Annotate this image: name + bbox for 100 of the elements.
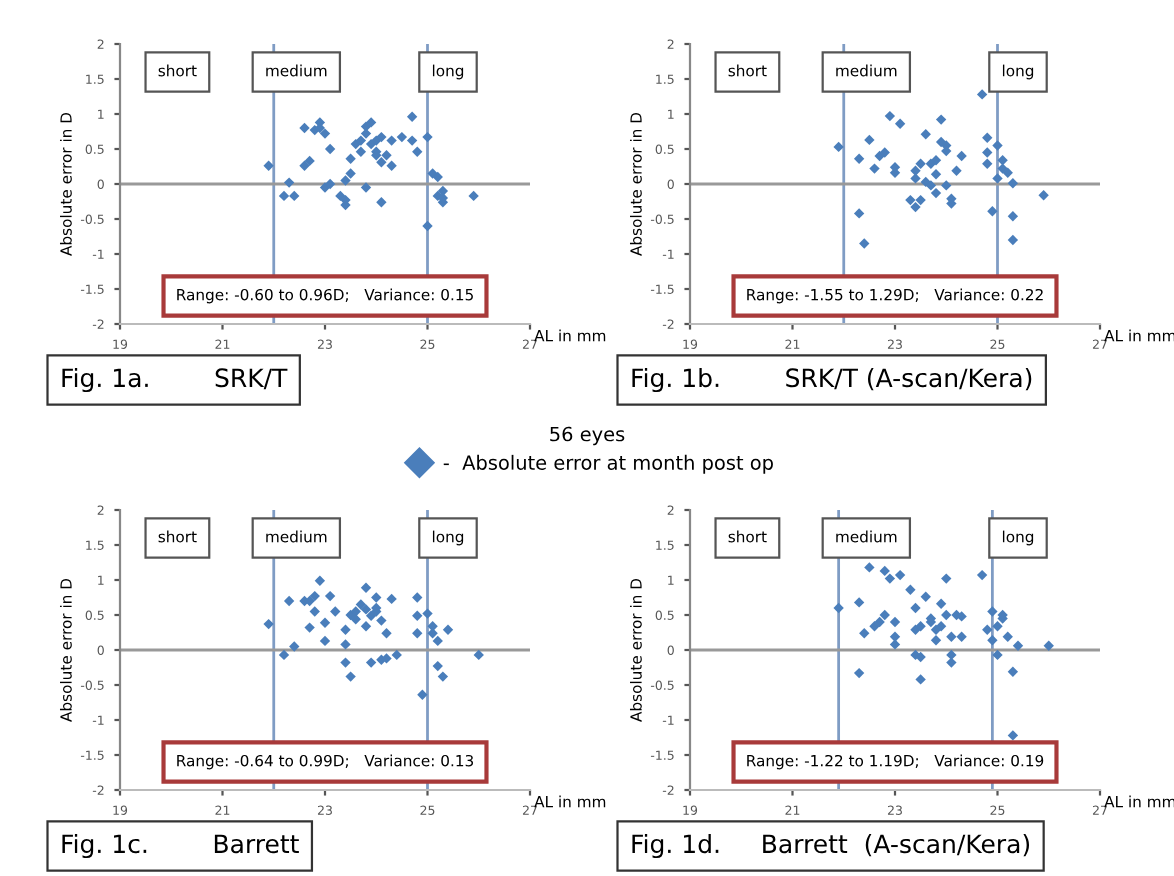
point	[853, 208, 865, 219]
point	[314, 575, 326, 586]
point	[304, 155, 315, 167]
point	[920, 176, 931, 188]
point	[992, 173, 1003, 184]
point	[299, 160, 310, 171]
point	[355, 135, 367, 146]
point	[386, 135, 397, 146]
point	[350, 138, 361, 150]
point	[360, 182, 372, 193]
point	[874, 616, 885, 628]
point	[412, 610, 423, 621]
point	[299, 122, 310, 134]
point	[992, 140, 1003, 151]
point	[345, 168, 356, 179]
point	[350, 614, 361, 625]
point	[1007, 234, 1019, 246]
point	[976, 569, 988, 581]
point	[1012, 640, 1024, 651]
point	[833, 141, 844, 153]
point	[1007, 178, 1019, 189]
point	[442, 624, 454, 635]
point	[417, 689, 428, 700]
point	[309, 590, 320, 602]
point	[910, 165, 921, 176]
point	[905, 584, 916, 595]
point	[946, 657, 957, 668]
point	[915, 674, 926, 685]
point	[376, 157, 387, 168]
point	[263, 160, 274, 171]
point	[884, 110, 896, 122]
point	[427, 628, 438, 639]
point	[412, 146, 423, 157]
point	[879, 565, 890, 577]
point	[869, 163, 880, 174]
point	[355, 599, 367, 610]
point	[340, 657, 351, 668]
point	[935, 598, 947, 609]
point	[941, 609, 952, 621]
point	[406, 111, 418, 122]
point	[289, 641, 300, 652]
point	[930, 155, 942, 166]
point	[951, 165, 962, 176]
point	[340, 624, 351, 635]
point	[982, 147, 993, 158]
point	[910, 602, 921, 614]
point	[910, 173, 921, 184]
point	[412, 628, 423, 639]
point	[884, 573, 896, 584]
point	[309, 606, 320, 617]
point	[437, 671, 449, 682]
point	[376, 615, 387, 626]
point	[468, 190, 479, 202]
point	[345, 153, 356, 164]
point	[432, 171, 443, 183]
point	[432, 660, 443, 672]
point	[976, 89, 988, 100]
point	[853, 667, 865, 679]
point	[920, 591, 931, 602]
point	[992, 621, 1003, 632]
point	[997, 155, 1008, 166]
point	[345, 671, 356, 682]
point	[340, 639, 351, 650]
point	[473, 649, 484, 661]
point	[386, 160, 397, 171]
point	[982, 158, 993, 169]
point	[406, 135, 418, 146]
point	[278, 649, 290, 661]
point	[987, 206, 998, 217]
point	[422, 131, 433, 143]
point	[982, 132, 993, 143]
point	[915, 194, 926, 206]
point	[987, 606, 998, 617]
point	[930, 635, 942, 646]
point	[889, 639, 901, 650]
point	[365, 117, 377, 128]
point	[432, 635, 443, 647]
point	[376, 197, 387, 208]
point	[910, 201, 921, 213]
point	[992, 649, 1003, 661]
point	[263, 618, 274, 630]
point	[278, 190, 290, 202]
text: Fig. 1d. Barrett (A-scan/Kera)	[632, 833, 1030, 859]
point	[930, 169, 942, 180]
point	[360, 604, 372, 615]
point	[859, 238, 870, 249]
point	[324, 590, 336, 602]
point	[859, 628, 870, 639]
point	[422, 220, 433, 232]
point	[1007, 730, 1019, 741]
point	[1043, 640, 1054, 651]
point	[915, 621, 926, 632]
text: Fig. 1a. SRK/T	[62, 367, 288, 393]
legend-label: - Absolute error at month post op	[443, 454, 773, 474]
point	[422, 608, 433, 619]
point	[289, 190, 300, 202]
point	[935, 114, 947, 125]
point	[987, 635, 998, 646]
point	[833, 602, 844, 614]
point	[879, 609, 890, 621]
